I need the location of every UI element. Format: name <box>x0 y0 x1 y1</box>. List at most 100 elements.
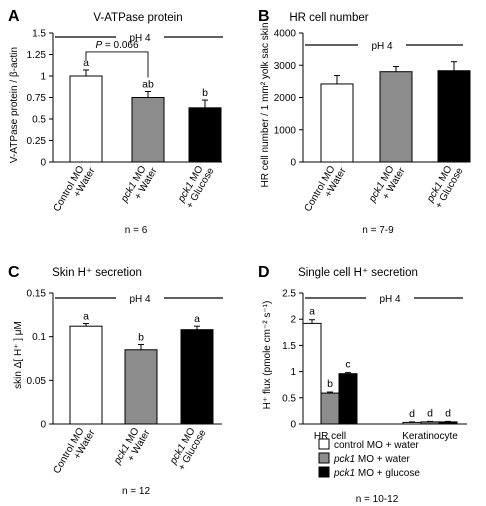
legend-entry-part: MO + water <box>355 454 410 465</box>
legend-entry-part: pck1 <box>333 468 355 479</box>
y-tick-label: 0 <box>40 420 46 431</box>
panel-d-bars <box>302 322 458 425</box>
panel-d: D Single cell H⁺ secretion H⁺ flux (pmol… <box>258 264 467 505</box>
panel-b-bars <box>320 70 471 163</box>
panel-c: C Skin H⁺ secretion skin Δ[ H⁺ ] μM 0 0.0… <box>8 264 223 497</box>
category-label: Keratinocyte <box>402 431 458 442</box>
bar <box>131 97 165 163</box>
legend-swatch <box>318 452 330 464</box>
y-tick-label: 0.5 <box>282 393 296 404</box>
panel-c-n: n = 12 <box>122 486 151 497</box>
panel-a-condition-label: pH 4 <box>129 33 151 44</box>
panel-letter-c: C <box>8 264 20 281</box>
legend-entry: pck1 MO + glucose <box>333 468 420 479</box>
panel-a-category-labels: Control MO+Water pck1 MO+ Water pck1 MO+ G… <box>52 164 217 214</box>
y-tick-label: 1 <box>40 72 46 83</box>
legend-entry: pck1 MO + water <box>333 454 411 465</box>
y-tick-label: 4000 <box>274 29 297 40</box>
panel-d-y-ticks: 0 0.5 1 1.5 2 2.5 <box>282 289 303 431</box>
panel-a-y-ticks: 0 0.25 0.5 0.75 1 1.25 1.5 <box>27 29 53 169</box>
y-tick-label: 1 <box>290 367 296 378</box>
significance-letter: b <box>138 332 144 344</box>
panel-c-error-bars <box>83 323 200 350</box>
bar <box>320 392 340 425</box>
panel-d-category-labels: HR cell Keratinocyte <box>314 431 458 442</box>
panel-a-n: n = 6 <box>125 225 148 236</box>
significance-letter: b <box>202 87 208 99</box>
panel-b-error-bars <box>334 61 457 84</box>
panel-b-category-labels: Control MO+Water pck1 MO+ Water pck1 MO+ G… <box>303 164 466 214</box>
significance-letter: a <box>194 313 200 325</box>
panel-b-condition-label: pH 4 <box>371 41 393 52</box>
panel-a-comparison-p-value: P = 0.066 <box>95 40 139 51</box>
panel-c-y-axis-label: skin Δ[ H⁺ ] μM <box>13 321 24 389</box>
y-tick-label: 0 <box>290 158 296 169</box>
bar <box>320 83 354 163</box>
y-tick-label: 1.25 <box>27 50 47 61</box>
y-tick-label: 1000 <box>274 125 297 136</box>
panel-d-y-axis-label: H⁺ flux (pmole cm⁻² s⁻¹) <box>262 301 273 410</box>
legend-entry-part: control MO + water <box>334 440 419 451</box>
y-tick-label: 0 <box>40 158 46 169</box>
significance-letter: a <box>83 57 89 69</box>
condition-label-background <box>358 39 406 51</box>
significance-letter: c <box>345 359 350 371</box>
category-label: HR cell <box>314 431 346 442</box>
bar <box>437 70 471 163</box>
panel-a-p-text: = 0.066 <box>102 40 139 51</box>
y-tick-label: 2000 <box>274 93 297 104</box>
y-tick-label: 3000 <box>274 61 297 72</box>
y-tick-label: 0.25 <box>27 136 47 147</box>
y-tick-label: 1.5 <box>282 341 296 352</box>
bar <box>338 373 358 425</box>
panel-letter-b: B <box>258 8 270 25</box>
panel-d-n: n = 10-12 <box>356 494 399 505</box>
panel-a: A V-ATPase protein V-ATPase protein / β-… <box>8 8 223 236</box>
panel-b-title: HR cell number <box>289 12 368 24</box>
panel-d-error-bars <box>309 319 451 423</box>
panel-c-bars <box>69 325 214 425</box>
condition-label-background <box>116 31 164 43</box>
y-tick-label: 2.5 <box>282 289 296 300</box>
legend-swatch <box>318 466 330 478</box>
y-tick-label: 0.15 <box>27 289 47 300</box>
bar <box>69 325 103 425</box>
bar <box>379 71 413 163</box>
significance-letter: d <box>445 407 451 419</box>
panel-c-title: Skin H⁺ secretion <box>52 267 142 279</box>
panel-a-y-axis-label: V-ATPase protein / β-actin <box>9 47 20 163</box>
panel-a-title: V-ATPase protein <box>93 12 182 24</box>
panel-b-y-axis-label: HR cell number / 1 mm² yolk sac skin <box>260 22 271 187</box>
panel-c-category-labels: Control MO+Water pck1 MO+ Water pck1 MO+ G… <box>52 426 209 476</box>
panel-c-y-ticks: 0 0.05 0.1 0.15 <box>27 289 53 431</box>
y-tick-label: 0.75 <box>27 93 47 104</box>
significance-letter: a <box>309 306 315 318</box>
bar <box>302 322 322 425</box>
panel-b-n: n = 7-9 <box>362 225 394 236</box>
panel-b: B HR cell number HR cell number / 1 mm² … <box>258 8 471 236</box>
panel-letter-d: D <box>258 264 270 281</box>
significance-letter: d <box>427 407 433 419</box>
legend-entry: control MO + water <box>334 440 419 451</box>
panel-c-condition-label: pH 4 <box>129 294 151 305</box>
legend-entry-part: MO + glucose <box>355 468 420 479</box>
legend-swatch <box>318 438 330 450</box>
legend-entry-part: pck1 <box>333 454 355 465</box>
panel-letter-a: A <box>8 8 20 25</box>
panel-b-y-ticks: 0 1000 2000 3000 4000 <box>274 29 303 169</box>
panel-d-condition-label: pH 4 <box>379 294 401 305</box>
bar <box>69 75 103 163</box>
y-tick-label: 0.05 <box>27 376 47 387</box>
bar <box>180 329 214 425</box>
panel-a-comparison-bracket <box>85 51 149 78</box>
significance-letter: a <box>83 311 89 323</box>
bar <box>188 107 222 163</box>
y-tick-label: 0 <box>290 420 296 431</box>
condition-label-background <box>116 292 164 304</box>
y-tick-label: 2 <box>290 315 296 326</box>
bar <box>124 349 158 425</box>
panel-a-significance-letters: a ab b <box>83 57 208 99</box>
significance-letter: ab <box>142 78 154 90</box>
significance-letter: d <box>409 408 415 420</box>
